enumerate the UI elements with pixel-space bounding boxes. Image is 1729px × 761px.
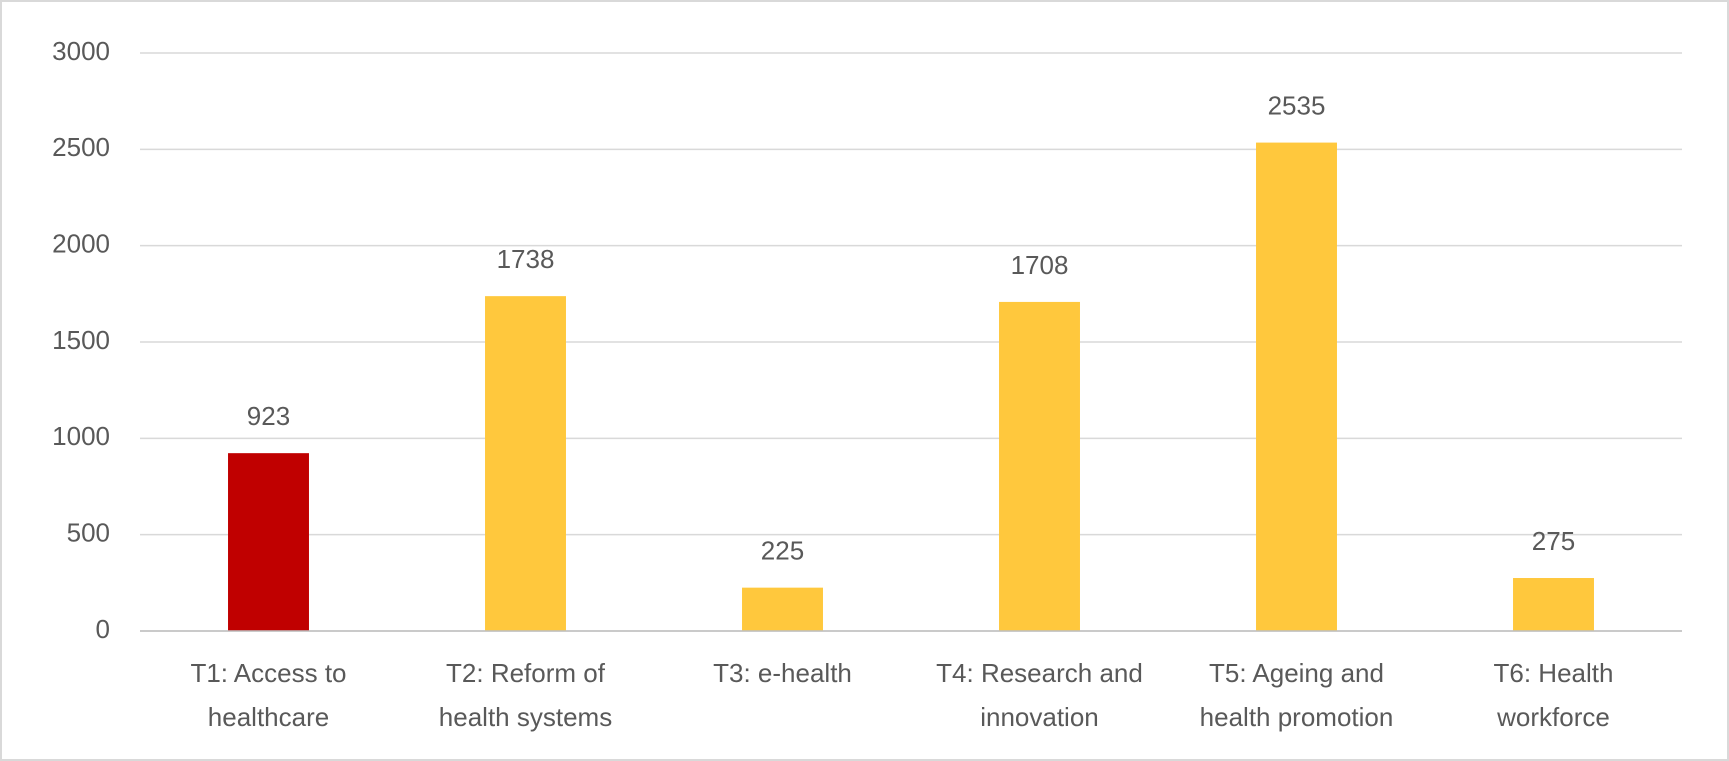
- x-tick-label: T3: e-health: [713, 658, 852, 688]
- bar: [485, 296, 566, 631]
- data-label: 225: [761, 536, 804, 566]
- data-label: 923: [247, 401, 290, 431]
- y-tick-label: 0: [96, 614, 110, 644]
- y-tick-label: 2000: [52, 229, 110, 259]
- data-label: 275: [1532, 526, 1575, 556]
- bar: [1256, 142, 1337, 631]
- y-tick-label: 2500: [52, 132, 110, 162]
- x-tick-label: T4: Research and innovation: [936, 658, 1143, 732]
- bar: [1513, 578, 1594, 631]
- x-tick-label: T2: Reform of health systems: [439, 658, 612, 732]
- x-tick-label: T1: Access to healthcare: [190, 658, 346, 732]
- bar: [228, 453, 309, 631]
- y-tick-label: 500: [67, 518, 110, 548]
- y-tick-label: 3000: [52, 36, 110, 66]
- y-tick-label: 1000: [52, 421, 110, 451]
- y-tick-label: 1500: [52, 325, 110, 355]
- bar: [999, 301, 1080, 631]
- data-label: 1738: [497, 244, 555, 274]
- x-tick-label: T5: Ageing and health promotion: [1200, 658, 1394, 732]
- bar: [742, 587, 823, 631]
- data-label: 1708: [1011, 250, 1069, 280]
- data-label: 2535: [1268, 90, 1326, 120]
- x-tick-label: T6: Health workforce: [1494, 658, 1614, 732]
